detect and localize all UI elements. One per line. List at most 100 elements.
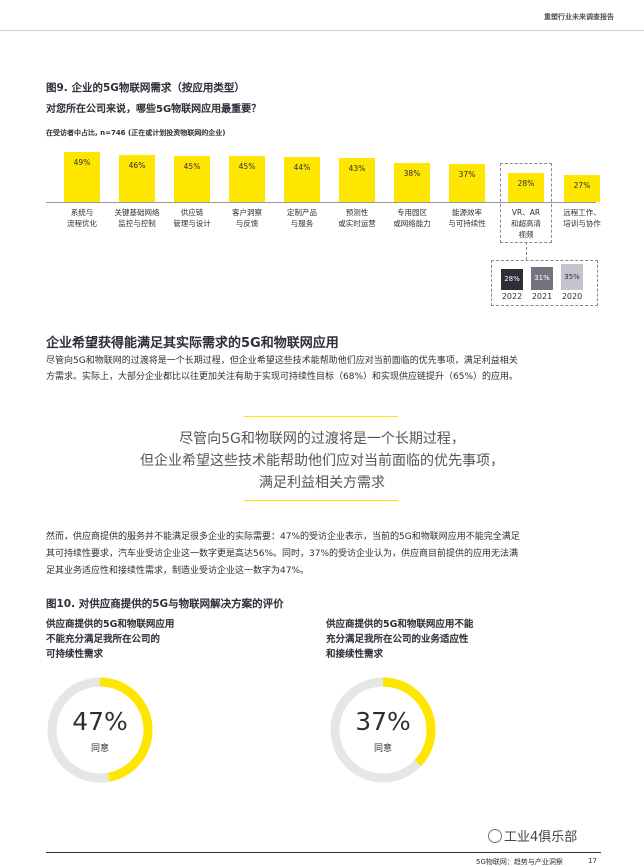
- category-label-line: 关键基础网络: [114, 208, 160, 217]
- bar-value-label: 43%: [348, 164, 366, 174]
- bar: [284, 157, 320, 202]
- category-label-line: 管理与设计: [173, 219, 211, 228]
- report-header-title: 重塑行业未来调查报告: [544, 13, 614, 21]
- bar: [174, 156, 210, 202]
- page-number: 17: [588, 857, 597, 865]
- footer-divider: [46, 852, 601, 853]
- year-bar: 28%: [501, 269, 523, 290]
- donut-arc: [330, 677, 436, 783]
- category-label-line: 与可持续性: [448, 219, 486, 228]
- bar-value-label: 37%: [458, 170, 476, 180]
- paragraph-1-line-1: 尽管向5G和物联网的过渡将是一个长期过程，但企业希望这些技术能帮助他们应对当前面…: [46, 356, 518, 366]
- bar: [564, 174, 600, 202]
- category-label: 专用园区 或网络能力: [382, 207, 442, 229]
- figure9-question: 对您所在公司来说，哪些5G物联网应用最重要？: [46, 104, 262, 115]
- bar: [449, 164, 485, 202]
- category-label-line: 供应链: [180, 208, 204, 217]
- bar-value-label: 27%: [573, 180, 591, 190]
- donut-chart-sustainability: [47, 677, 153, 783]
- year-label: 2021: [531, 292, 553, 301]
- bar: [64, 152, 100, 202]
- bar-value-label: 45%: [183, 162, 201, 172]
- footer-title: 5G物联网：趋势与产业洞察: [476, 858, 563, 866]
- donut2-caption-line: 充分满足我所在公司的业务适应性: [326, 634, 469, 645]
- category-label-line: 培训与协作: [563, 219, 601, 228]
- bar-value-label: 28%: [517, 179, 535, 189]
- quote-bottom-rule: [244, 500, 398, 501]
- donut1-caption-line: 供应商提供的5G和物联网应用: [46, 619, 175, 630]
- year-bar: 35%: [561, 264, 583, 290]
- bar-value-label: 44%: [293, 163, 311, 173]
- bar: [339, 158, 375, 202]
- category-label: 能源效率 与可持续性: [437, 207, 497, 229]
- chart-baseline: [46, 202, 596, 203]
- year-label: 2020: [561, 292, 583, 301]
- category-label-line: 远程工作、: [563, 208, 601, 217]
- category-label: 定制产品 与服务: [272, 207, 332, 229]
- donut-chart-adaptability: [330, 677, 436, 783]
- highlight-connector: [526, 242, 527, 260]
- bar: [508, 173, 544, 202]
- header-divider: [0, 30, 644, 31]
- category-label: 关键基础网络 监控与控制: [107, 207, 167, 229]
- pull-quote-line: 满足利益相关方需求: [259, 475, 385, 491]
- paragraph-2-line-1: 然而，供应商提供的服务并不能满足很多企业的实际需要：47%的受访企业表示，当前的…: [46, 532, 520, 542]
- pull-quote: 尽管向5G和物联网的过渡将是一个长期过程， 但企业希望这些技术能帮助他们应对当前…: [100, 428, 544, 494]
- donut2-percent: 37%: [355, 707, 411, 736]
- category-label: 客户洞察 与反馈: [217, 207, 277, 229]
- bar-value-label: 49%: [73, 158, 91, 168]
- watermark-text: 工业4俱乐部: [504, 830, 578, 845]
- paragraph-1-line-2: 方需求。实际上，大部分企业都比以往更加关注有助于实现可持续性目标（68%）和实现…: [46, 372, 519, 382]
- category-label: VR、AR 和超高清视频: [496, 207, 556, 240]
- bar-value-label: 45%: [238, 162, 256, 172]
- pull-quote-line: 尽管向5G和物联网的过渡将是一个长期过程，: [179, 431, 465, 447]
- category-label-line: 监控与控制: [118, 219, 156, 228]
- bar-value-label: 38%: [403, 169, 421, 179]
- figure10-title: 图10. 对供应商提供的5G与物联网解决方案的评价: [46, 598, 284, 610]
- donut1-caption-line: 可持续性需求: [46, 649, 104, 660]
- donut2-caption-line: 和接续性需求: [326, 649, 384, 660]
- pull-quote-line: 但企业希望这些技术能帮助他们应对当前面临的优先事项，: [140, 453, 504, 469]
- category-label-line: 客户洞察: [232, 208, 262, 217]
- year-bar: 31%: [531, 266, 553, 290]
- bar-value-label: 46%: [128, 161, 146, 171]
- category-label-line: 与服务: [290, 219, 314, 228]
- category-label-line: 系统与: [70, 208, 94, 217]
- year-label: 2022: [501, 292, 523, 301]
- category-label: 系统与 流程优化: [52, 207, 112, 229]
- donut1-percent: 47%: [72, 707, 128, 736]
- year-comparison-box: [491, 260, 598, 306]
- category-label-line: 预测性: [345, 208, 369, 217]
- category-label-line: 能源效率: [452, 208, 482, 217]
- figure9-note: 在受访者中占比, n=746 (正在或计划投资物联网的企业): [46, 129, 226, 137]
- paragraph-2-line-2: 其可持续性要求，汽车业受访企业这一数字更是高达56%。同时，37%的受访企业认为…: [46, 549, 519, 559]
- donut2-agree-label: 同意: [373, 744, 392, 754]
- donut2-caption: 供应商提供的5G和物联网应用不能 充分满足我所在公司的业务适应性 和接续性需求: [326, 617, 473, 662]
- bar: [229, 156, 265, 202]
- category-label-line: VR、AR: [511, 208, 541, 217]
- donut1-caption-line: 不能充分满足我所在公司的: [46, 634, 161, 645]
- category-label: 远程工作、培训与协作: [552, 207, 612, 229]
- figure9-title: 图9. 企业的5G物联网需求（按应用类型）: [46, 82, 245, 94]
- wechat-icon: [488, 829, 502, 843]
- category-label-line: 流程优化: [67, 219, 97, 228]
- category-label: 供应链 管理与设计: [162, 207, 222, 229]
- section-title: 企业希望获得能满足其实际需求的5G和物联网应用: [46, 336, 339, 351]
- bar: [119, 155, 155, 202]
- donut1-caption: 供应商提供的5G和物联网应用 不能充分满足我所在公司的 可持续性需求: [46, 617, 174, 662]
- quote-top-rule: [244, 416, 398, 417]
- category-label-line: 定制产品: [287, 208, 317, 217]
- donut1-agree-label: 同意: [90, 744, 109, 754]
- category-label-line: 或网络能力: [393, 219, 431, 228]
- category-label-line: 专用园区: [397, 208, 427, 217]
- category-label: 预测性 或实时运营: [327, 207, 387, 229]
- category-label-line: 或实时运营: [338, 219, 376, 228]
- donut2-caption-line: 供应商提供的5G和物联网应用不能: [326, 619, 474, 630]
- paragraph-2-line-3: 足其业务适应性和接续性需求，制造业受访企业这一数字为47%。: [46, 566, 310, 576]
- category-label-line: 与反馈: [235, 219, 259, 228]
- category-label-line: 和超高清: [511, 219, 541, 228]
- highlight-box: [500, 163, 552, 243]
- donut-arc: [47, 677, 153, 783]
- category-label-line: 视频: [518, 230, 534, 239]
- bar: [394, 163, 430, 202]
